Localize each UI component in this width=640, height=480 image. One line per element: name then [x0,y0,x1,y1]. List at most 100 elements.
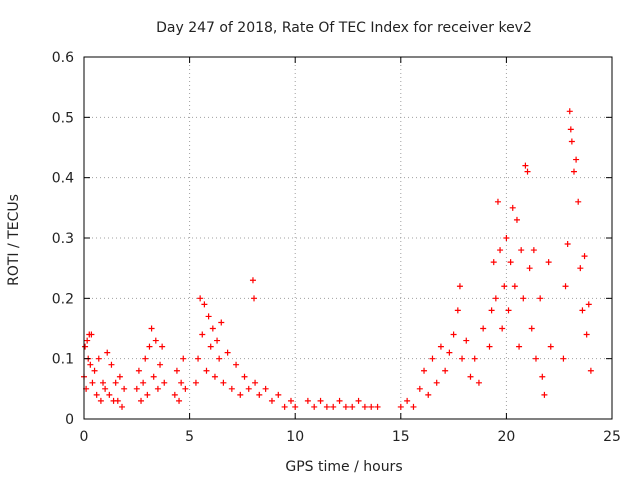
data-point [355,397,362,404]
data-point [135,367,142,374]
y-tick-label: 0.3 [52,231,74,247]
x-tick-label: 10 [286,429,304,445]
data-point [404,397,411,404]
data-point [82,343,89,350]
data-point [585,301,592,308]
data-point [292,403,299,410]
data-point [587,367,594,374]
data-point [256,391,263,398]
data-point [220,379,227,386]
data-point [575,198,582,205]
data-point [157,361,164,368]
data-point [100,379,107,386]
data-point [88,331,95,338]
data-point [93,391,100,398]
data-point [520,295,527,302]
data-point [518,247,525,254]
data-point [336,397,343,404]
y-axis-label: ROTI / TECUs [6,194,22,286]
data-point [564,241,571,248]
data-point [211,373,218,380]
data-point [511,283,518,290]
data-point [154,385,161,392]
data-point [530,247,537,254]
data-point [579,307,586,314]
data-point [87,361,94,368]
y-tick-label: 0.5 [52,110,74,126]
data-point [178,379,185,386]
data-point [541,391,548,398]
data-point [573,156,580,163]
data-point [421,367,428,374]
data-point [95,355,102,362]
data-point [567,126,574,133]
data-point [311,403,318,410]
y-tick-label: 0.2 [52,291,74,307]
data-point [492,295,499,302]
data-point [562,283,569,290]
y-tick-label: 0 [65,412,74,428]
data-point [480,325,487,332]
data-point [214,337,221,344]
data-point [545,259,552,266]
data-point [526,265,533,272]
data-point [252,379,259,386]
data-point [532,355,539,362]
x-tick-label: 0 [80,429,89,445]
data-point [507,259,514,266]
data-point [450,331,457,338]
data-point [368,403,375,410]
data-point [144,391,151,398]
data-point [547,343,554,350]
data-point [114,397,121,404]
data-point [577,265,584,272]
data-point [173,367,180,374]
axis-ticks: 0 5 10 15 20 25 0 0.1 0.2 0.3 0.4 0.5 0.6 [52,50,621,445]
data-point [119,403,126,410]
data-point [475,379,482,386]
y-tick-label: 0.4 [52,171,74,187]
data-point [84,337,91,344]
data-point [361,403,368,410]
data-point [416,385,423,392]
data-point [262,385,269,392]
data-point [207,343,214,350]
data-point [275,391,282,398]
data-point [159,343,166,350]
data-point [342,403,349,410]
data-point [140,379,147,386]
data-point [429,355,436,362]
data-point [524,168,531,175]
data-point [539,373,546,380]
data-point [176,397,183,404]
data-point [216,355,223,362]
data-point [97,397,104,404]
data-point [537,295,544,302]
data-point [218,319,225,326]
data-point [568,138,575,145]
data-point [566,108,573,115]
data-point [245,385,252,392]
data-point [281,403,288,410]
data-point [323,403,330,410]
x-tick-label: 20 [497,429,515,445]
data-point [89,379,96,386]
data-point [197,295,204,302]
data-point [146,343,153,350]
data-point [490,259,497,266]
data-point [233,361,240,368]
data-point [456,283,463,290]
data-point [446,349,453,356]
x-tick-label: 15 [392,429,410,445]
data-point [467,373,474,380]
data-point [224,349,231,356]
data-point [505,307,512,314]
data-point [161,379,168,386]
y-tick-label: 0.1 [52,352,74,368]
data-point [509,204,516,211]
data-point [91,367,98,374]
data-point [437,343,444,350]
data-point [203,367,210,374]
data-point [570,168,577,175]
